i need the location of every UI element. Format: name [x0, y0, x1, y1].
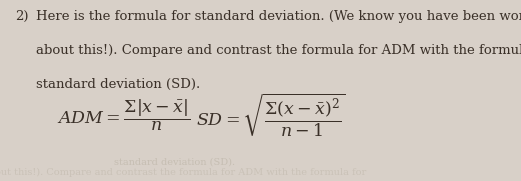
Text: $SD = \sqrt{\dfrac{\Sigma(x-\bar{x})^2}{n-1}}$: $SD = \sqrt{\dfrac{\Sigma(x-\bar{x})^2}{… [195, 92, 345, 139]
Text: standard deviation (SD).: standard deviation (SD). [36, 78, 200, 91]
Text: standard deviation (SD).: standard deviation (SD). [114, 157, 235, 166]
Text: 2): 2) [15, 10, 29, 23]
Text: $ADM = \dfrac{\Sigma|x - \bar{x}|}{n}$: $ADM = \dfrac{\Sigma|x - \bar{x}|}{n}$ [57, 98, 190, 133]
Text: Here is the formula for standard deviation. (We know you have been wondering: Here is the formula for standard deviati… [36, 10, 521, 23]
Text: about this!). Compare and contrast the formula for ADM with the formula for: about this!). Compare and contrast the f… [36, 44, 521, 57]
Text: about this!). Compare and contrast the formula for ADM with the formula for: about this!). Compare and contrast the f… [0, 168, 366, 177]
